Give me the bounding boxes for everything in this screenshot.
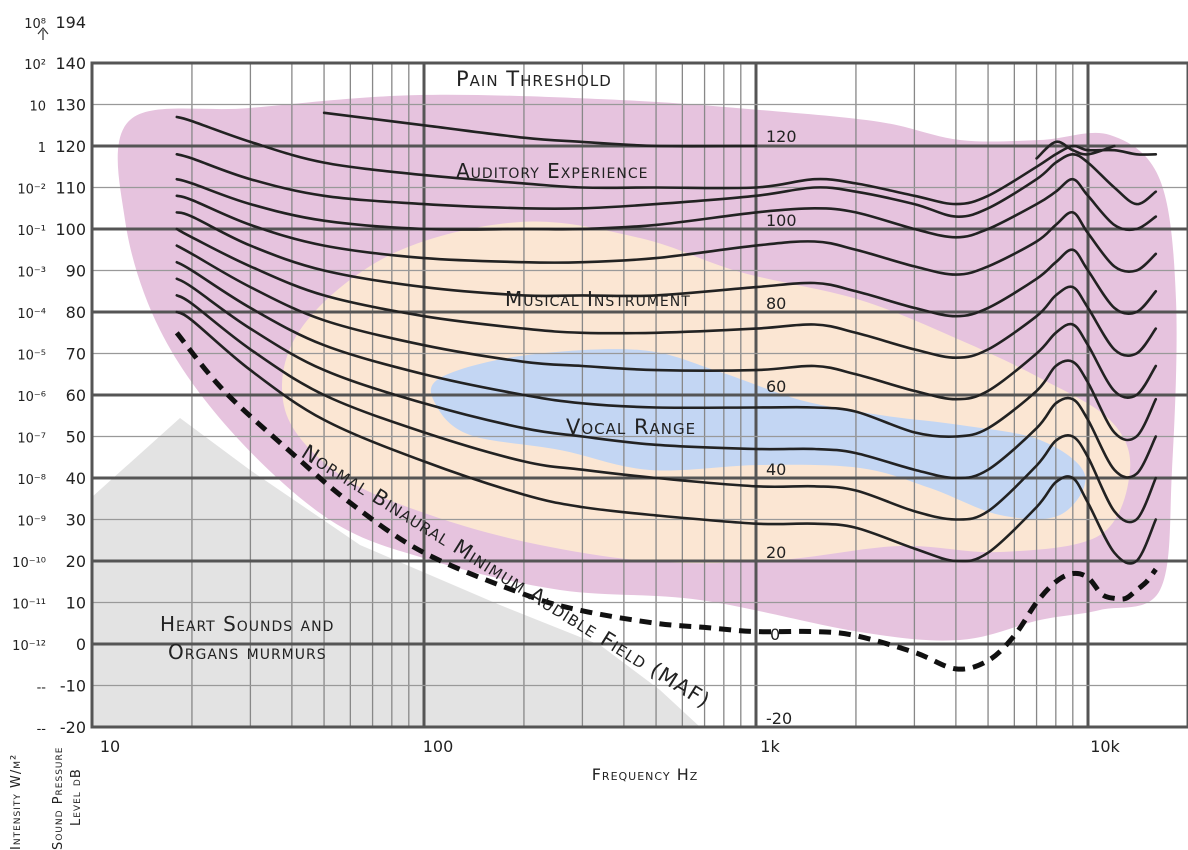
x-tick-label: 100 <box>423 737 454 756</box>
equal-loudness-contour-10 <box>175 115 1158 206</box>
y-tick-intensity: 10 <box>29 100 46 115</box>
phon-label: -20 <box>766 709 792 728</box>
equal-loudness-contour-4 <box>175 244 1158 401</box>
y-tick-spl: 70 <box>66 345 86 364</box>
y-tick-intensity: 10⁻⁷ <box>17 432 46 447</box>
equal-loudness-contour-8 <box>175 177 1158 239</box>
heart-sounds-region <box>92 418 700 727</box>
y-tick-spl: 110 <box>55 179 86 198</box>
phon-label: 60 <box>766 377 786 396</box>
phon-label: 120 <box>766 127 797 146</box>
y-tick-spl: 140 <box>55 54 86 73</box>
equal-loudness-contour-2 <box>175 277 1158 480</box>
y-axis-label-intensity: Intensity W/m² <box>9 754 24 850</box>
equal-loudness-contour-7 <box>175 194 1158 276</box>
phon-label: 0 <box>770 625 780 644</box>
y-tick-intensity: 10⁻³ <box>17 266 46 281</box>
vocal-range-label: Vocal Range <box>566 415 696 439</box>
y-tick-intensity: 10⁻⁴ <box>17 307 46 322</box>
y-tick-intensity: 10⁻⁶ <box>17 390 46 405</box>
y-axis-label-spl-line1: Sound Pressure <box>51 747 66 850</box>
equal-loudness-contour-11 <box>1035 140 1116 160</box>
y-tick-spl: 120 <box>55 137 86 156</box>
equal-loudness-contour-11 <box>322 111 758 148</box>
equal-loudness-contour-0 <box>175 310 1158 565</box>
y-tick-intensity: 10⁻¹⁰ <box>12 556 46 571</box>
auditory-experience-label: Auditory Experience <box>456 159 648 183</box>
y-tick-spl: 90 <box>66 262 86 281</box>
y-tick-intensity: -- <box>37 681 47 696</box>
y-tick-intensity: 10⁻¹ <box>17 224 46 239</box>
musical-instrument-label: Musical Instrument <box>505 287 691 311</box>
y-tick-spl: -20 <box>60 718 86 737</box>
equal-loudness-contour-5 <box>175 227 1158 360</box>
x-tick-label: 10 <box>100 737 120 756</box>
y-tick-spl: 80 <box>66 303 86 322</box>
phon-label: 20 <box>766 543 786 562</box>
y-tick-spl: 100 <box>55 220 86 239</box>
plot-frame <box>90 61 1188 729</box>
pain-threshold-label: Pain Threshold <box>456 67 612 91</box>
y-tick-intensity: 10⁻⁹ <box>17 515 46 530</box>
y-tick-spl: 10 <box>66 594 86 613</box>
y-tick-spl: 40 <box>66 469 86 488</box>
y-tick-intensity: -- <box>37 722 47 737</box>
y-tick-spl: 20 <box>66 552 86 571</box>
y-tick-spl: -10 <box>60 677 86 696</box>
y-tick-intensity: 10⁻⁸ <box>17 473 46 488</box>
phon-label: 80 <box>766 294 786 313</box>
arrow-up-icon <box>37 27 49 40</box>
x-tick-label: 1k <box>760 737 780 756</box>
equal-loudness-contour-6 <box>175 211 1158 318</box>
y-tick-intensity: 10⁸ <box>24 17 46 32</box>
phon-label: 40 <box>766 460 786 479</box>
equal-loudness-contour-9 <box>175 152 1158 218</box>
heart-sounds-label: Heart Sounds and <box>160 612 334 636</box>
x-axis-label: Frequency Hz <box>592 765 699 784</box>
y-axis-label-spl-line2: Level dB <box>69 768 84 826</box>
maf-threshold-curve <box>174 331 1158 672</box>
y-tick-spl: 194 <box>55 13 86 32</box>
y-tick-intensity: 1 <box>38 141 46 156</box>
y-tick-spl: 60 <box>66 386 86 405</box>
y-tick-intensity: 10⁻¹² <box>12 639 46 654</box>
y-tick-intensity: 10⁻¹¹ <box>12 598 46 613</box>
equal-loudness-contour-1 <box>175 294 1158 524</box>
x-tick-label: 10k <box>1090 737 1120 756</box>
equal-loudness-contour-3 <box>175 260 1158 442</box>
y-tick-intensity: 10⁻² <box>17 183 46 198</box>
y-tick-spl: 0 <box>76 635 86 654</box>
y-tick-spl: 50 <box>66 428 86 447</box>
y-tick-spl: 130 <box>55 96 86 115</box>
phon-label: 100 <box>766 211 797 230</box>
y-tick-spl: 30 <box>66 511 86 530</box>
organs-murmurs-label: Organs murmurs <box>168 640 327 664</box>
y-tick-intensity: 10² <box>24 58 46 73</box>
y-tick-intensity: 10⁻⁵ <box>17 349 46 364</box>
